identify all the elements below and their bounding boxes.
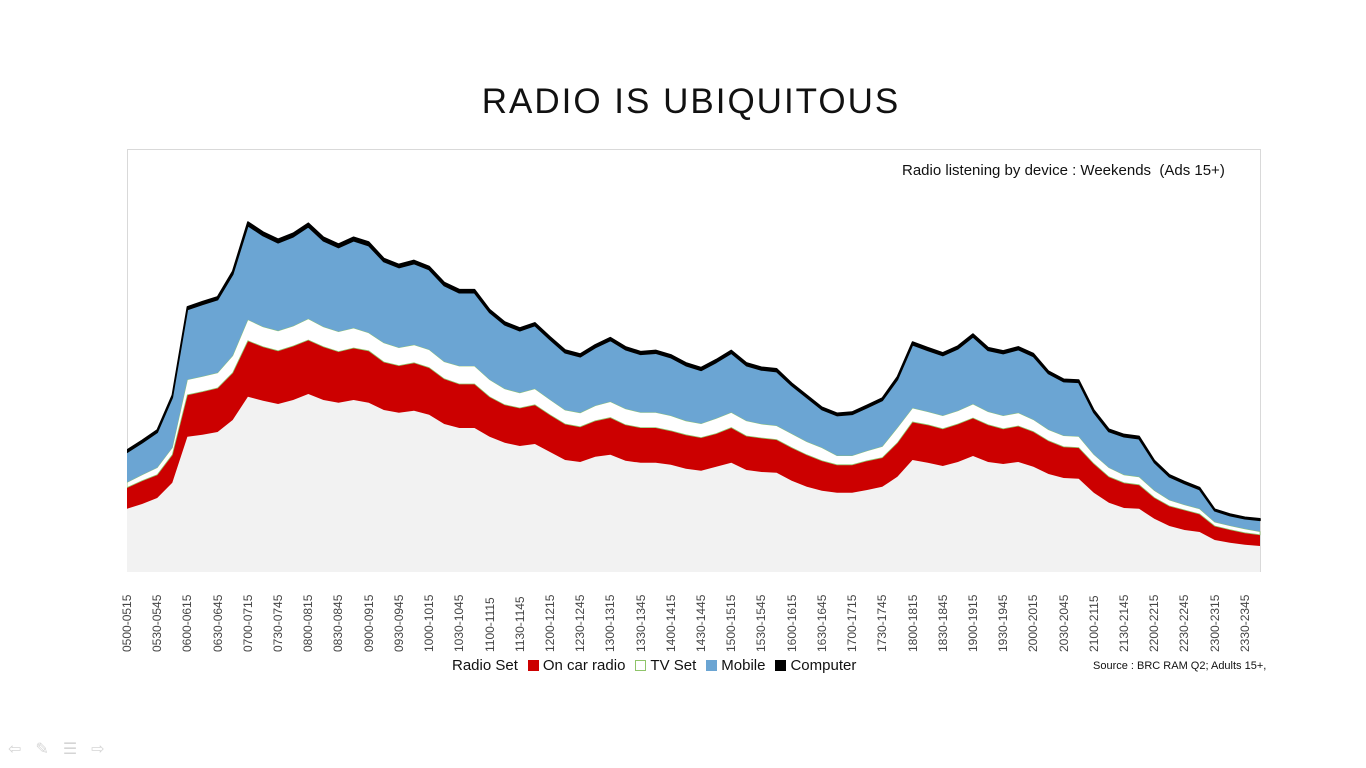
x-tick-label: 1700-1715 bbox=[845, 594, 860, 652]
x-tick-label: 0730-0745 bbox=[271, 594, 286, 652]
x-tick-label: 0500-0515 bbox=[120, 594, 134, 652]
stacked-area-chart bbox=[127, 221, 1261, 572]
legend-item: Radio Set bbox=[452, 657, 518, 674]
x-tick-label: 1830-1845 bbox=[935, 594, 950, 652]
arrow-right-icon[interactable]: ⇨ bbox=[91, 741, 105, 758]
x-tick-label: 2000-2015 bbox=[1026, 594, 1041, 652]
x-tick-label: 1330-1345 bbox=[633, 594, 648, 652]
x-tick-label: 1400-1415 bbox=[663, 594, 678, 652]
legend-label: TV Set bbox=[650, 657, 697, 674]
legend-swatch bbox=[527, 660, 539, 671]
x-tick-label: 2100-2115 bbox=[1086, 595, 1101, 653]
x-tick-label: 1730-1745 bbox=[875, 594, 890, 652]
x-tick-label: 2030-2045 bbox=[1056, 594, 1071, 652]
legend-label: Computer bbox=[790, 657, 857, 674]
x-tick-label: 0800-0815 bbox=[301, 594, 316, 652]
legend-label: On car radio bbox=[542, 657, 626, 674]
x-tick-label: 0600-0615 bbox=[180, 594, 195, 652]
x-tick-label: 0700-0715 bbox=[240, 594, 255, 652]
x-tick-label: 1000-1015 bbox=[422, 594, 437, 652]
slide-title: RADIO IS UBIQUITOUS bbox=[481, 82, 901, 121]
x-tick-label: 2200-2215 bbox=[1147, 594, 1162, 652]
x-tick-label: 1500-1515 bbox=[724, 594, 739, 652]
x-tick-label: 1530-1545 bbox=[754, 594, 769, 652]
legend-swatch bbox=[706, 660, 718, 671]
x-tick-label: 0900-0915 bbox=[361, 594, 376, 652]
x-tick-label: 0630-0645 bbox=[210, 594, 225, 652]
legend-label: Mobile bbox=[721, 657, 766, 674]
x-tick-label: 1900-1915 bbox=[965, 594, 980, 652]
x-tick-label: 1800-1815 bbox=[905, 594, 920, 652]
x-tick-label: 1200-1215 bbox=[542, 594, 557, 652]
x-tick-label: 1300-1315 bbox=[603, 594, 618, 652]
x-tick-label: 1230-1245 bbox=[573, 594, 588, 652]
x-tick-label: 1600-1615 bbox=[784, 594, 799, 652]
legend-item: Mobile bbox=[706, 657, 765, 674]
x-tick-label: 1930-1945 bbox=[996, 594, 1011, 652]
x-tick-label: 1100-1115 bbox=[482, 597, 497, 652]
x-tick-label: 1430-1445 bbox=[694, 594, 709, 652]
legend-item: Computer bbox=[775, 657, 856, 674]
x-tick-label: 0930-0945 bbox=[391, 594, 406, 652]
x-tick-label: 1030-1045 bbox=[452, 594, 467, 652]
x-tick-label: 0830-0845 bbox=[331, 594, 346, 652]
area-mobile bbox=[127, 225, 1260, 532]
slide-nav: ⇦ ✎ ☰ ⇨ bbox=[8, 739, 105, 759]
x-tick-label: 2330-2345 bbox=[1237, 594, 1252, 652]
legend-item: On car radio bbox=[527, 657, 626, 674]
area-on-car-radio bbox=[127, 340, 1260, 546]
legend-item: TV Set bbox=[635, 657, 696, 674]
area-radio-set bbox=[127, 394, 1260, 572]
menu-icon[interactable]: ☰ bbox=[62, 741, 78, 758]
arrow-left-icon[interactable]: ⇦ bbox=[8, 741, 22, 758]
area-computer bbox=[127, 221, 1261, 522]
x-tick-label: 2230-2245 bbox=[1177, 594, 1192, 652]
legend-swatch bbox=[775, 660, 787, 671]
legend-label: Radio Set bbox=[452, 657, 518, 674]
legend: Radio Set On car radio TV Set Mobile Compute… bbox=[452, 657, 866, 674]
chart-title: Radio listening by device : Weekends (Ad… bbox=[902, 162, 1225, 179]
x-tick-label: 1630-1645 bbox=[814, 594, 829, 652]
source-note: Source : BRC RAM Q2; Adults 15+, bbox=[1093, 660, 1267, 672]
x-tick-label: 2130-2145 bbox=[1117, 594, 1132, 652]
x-tick-label: 1130-1145 bbox=[512, 596, 527, 652]
pen-icon[interactable]: ✎ bbox=[35, 741, 49, 758]
x-tick-label: 0530-0545 bbox=[150, 594, 165, 652]
legend-swatch bbox=[635, 660, 647, 671]
x-tick-label: 2300-2315 bbox=[1207, 594, 1222, 652]
